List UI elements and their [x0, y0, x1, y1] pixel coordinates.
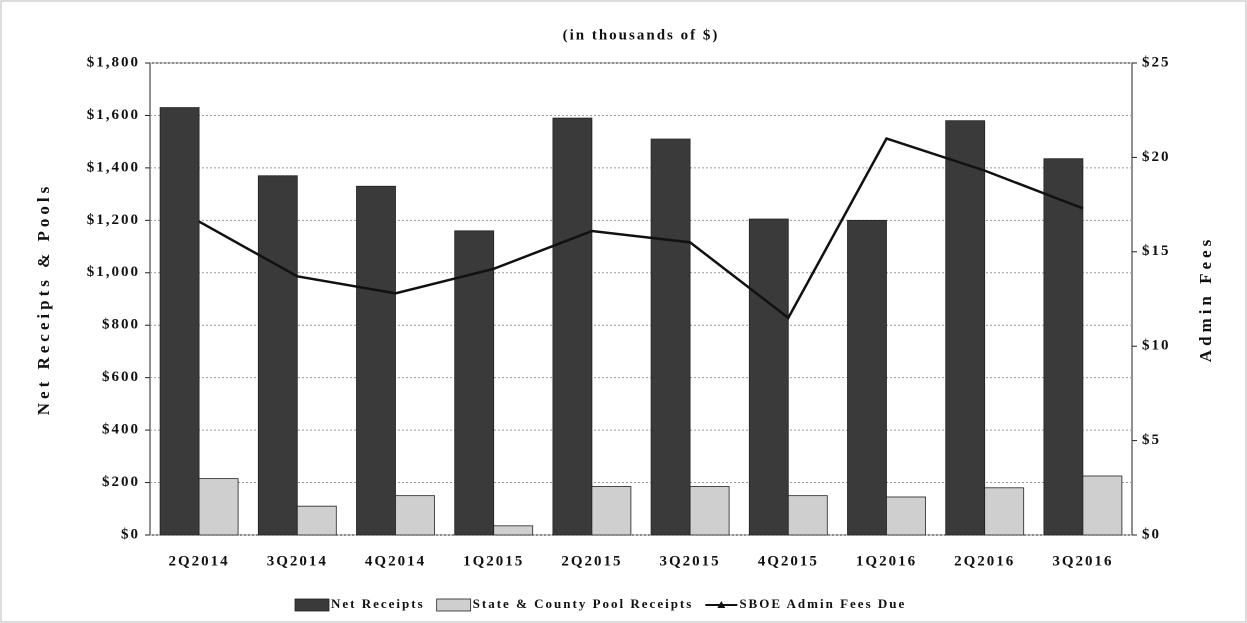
bar: [493, 525, 534, 536]
bar: [945, 120, 986, 536]
bar: [689, 486, 730, 536]
x-tick-label: 4Q2015: [758, 553, 819, 569]
x-tick-label: 1Q2015: [463, 553, 524, 569]
legend-swatch: [436, 598, 472, 612]
bar: [650, 138, 691, 536]
bar: [356, 185, 396, 536]
y-tick-label: $0: [121, 526, 140, 542]
bar: [787, 495, 828, 536]
legend-marker: [717, 601, 726, 608]
y2-tick-label: $0: [1142, 526, 1161, 542]
y2-tick-label: $10: [1142, 338, 1171, 354]
y-axis-label: Net Receipts & Pools: [34, 183, 53, 416]
line: [198, 137, 1084, 320]
x-tick-label: 2Q2014: [169, 553, 230, 569]
x-tick-label: 1Q2016: [856, 553, 917, 569]
y2-tick-label: $25: [1142, 54, 1171, 70]
bar: [1043, 158, 1084, 536]
y2-axis-label: Admin Fees: [1196, 236, 1215, 362]
bar: [159, 107, 200, 536]
y-tick-label: $400: [102, 422, 140, 438]
y2-tick-label: $5: [1142, 432, 1161, 448]
x-tick-label: 3Q2015: [660, 553, 721, 569]
y-tick-label: $1,200: [87, 212, 140, 228]
x-tick-label: 3Q2016: [1052, 553, 1113, 569]
bar: [552, 117, 593, 536]
bar: [257, 175, 298, 536]
bar: [847, 219, 887, 536]
bar: [748, 218, 789, 536]
legend-swatch: [294, 598, 330, 612]
y-tick-label: $1,600: [87, 107, 140, 123]
bar: [296, 505, 337, 536]
x-tick-label: 3Q2014: [267, 553, 328, 569]
y2-tick-label: $20: [1142, 149, 1171, 165]
x-tick-label: 4Q2014: [365, 553, 426, 569]
y-tick-label: $800: [102, 317, 140, 333]
y2-tick-label: $15: [1142, 243, 1171, 259]
y-tick-label: $600: [102, 369, 140, 385]
legend-label: State & County Pool Receipts: [473, 596, 694, 611]
bar: [1082, 475, 1123, 536]
bar: [395, 495, 435, 536]
bar: [198, 478, 239, 536]
bar: [984, 487, 1025, 536]
chart-title: (in thousands of $): [563, 27, 720, 43]
y-tick-label: $1,400: [87, 159, 140, 175]
bar: [591, 486, 632, 536]
x-tick-label: 2Q2016: [954, 553, 1015, 569]
y-tick-label: $1,800: [87, 54, 140, 70]
x-tick-label: 2Q2015: [561, 553, 622, 569]
bar: [454, 230, 495, 536]
legend-label: SBOE Admin Fees Due: [739, 596, 906, 611]
y-tick-label: $200: [102, 474, 140, 490]
bar: [886, 496, 926, 536]
legend-label: Net Receipts: [331, 596, 425, 611]
y-tick-label: $1,000: [87, 264, 140, 280]
